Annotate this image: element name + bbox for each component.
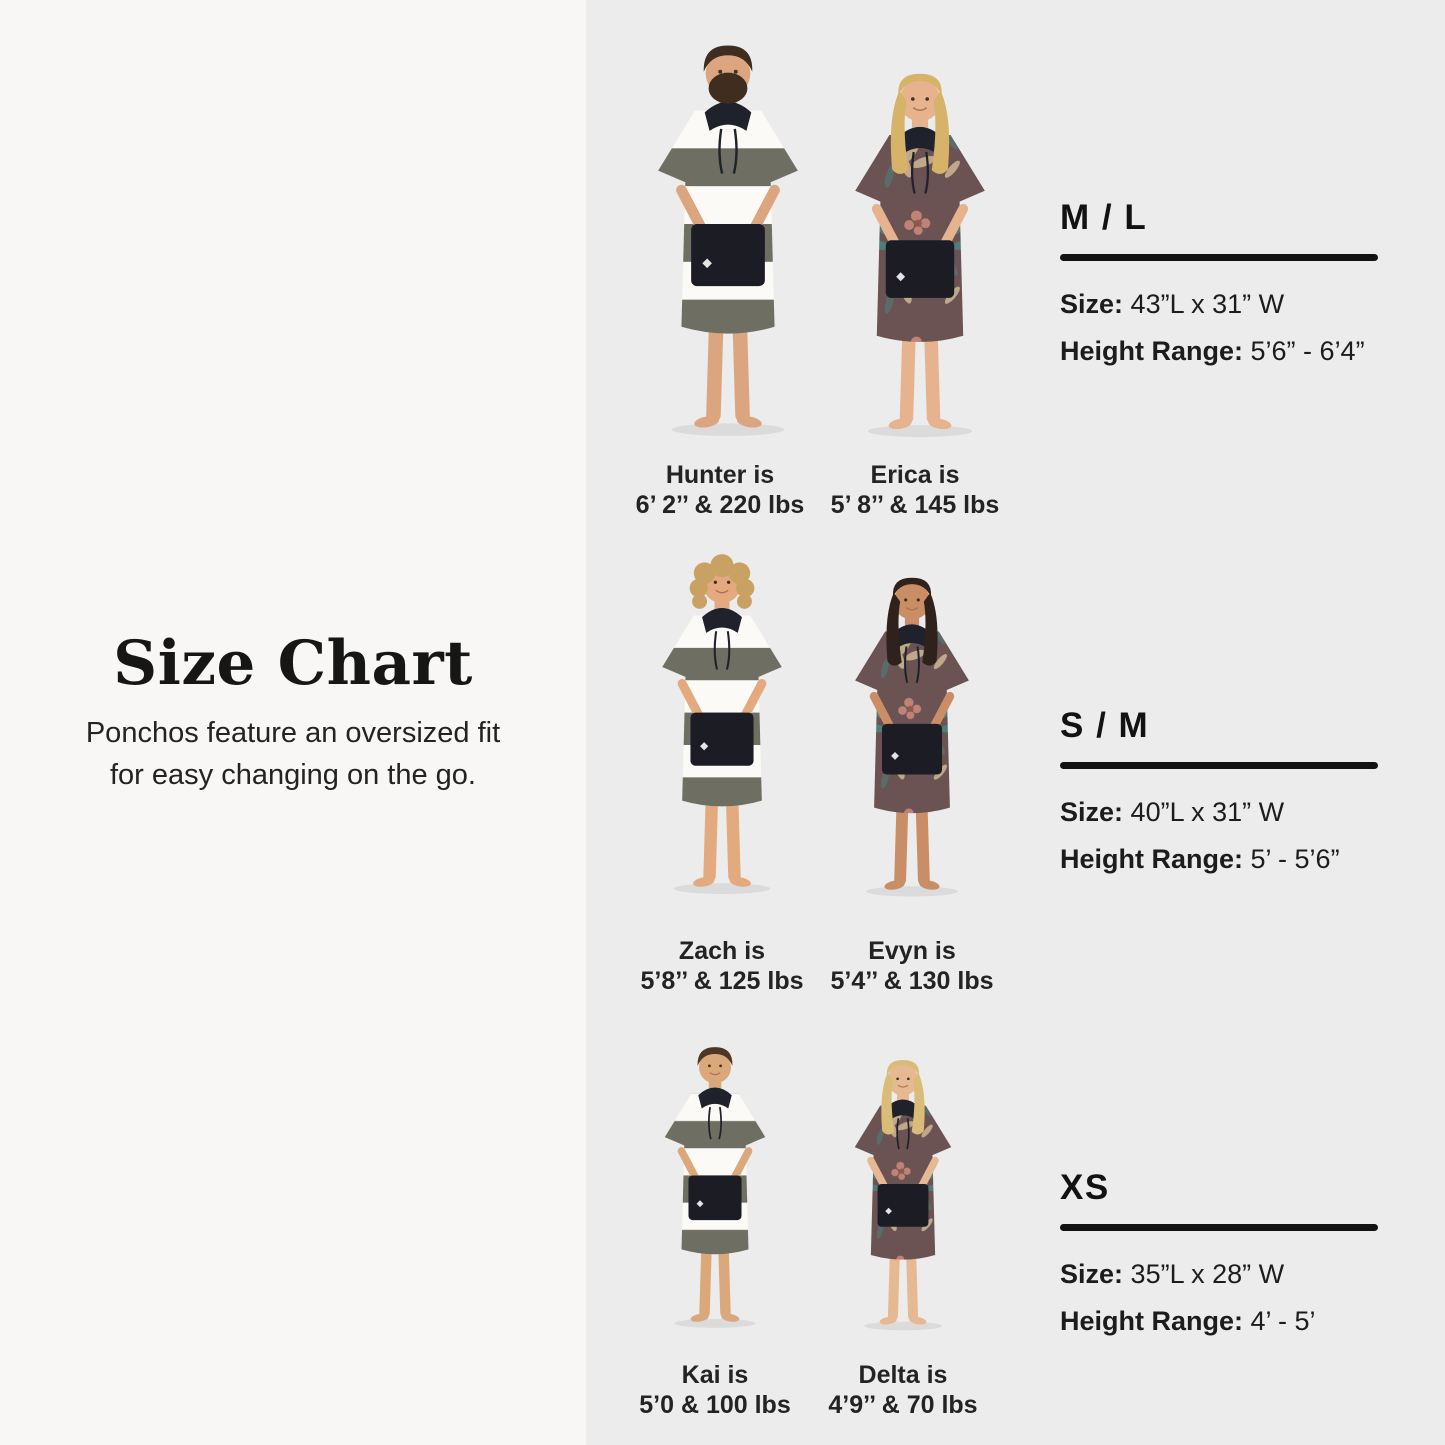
divider-line [1060,1224,1378,1231]
height-value: 5’ - 5’6” [1250,844,1340,874]
height-spec: Height Range: 5’ - 5’6” [1060,844,1380,874]
model-stats: 5’4’’ & 130 lbs [830,967,994,995]
size-prefix: Size: [1060,289,1124,319]
model-stats: 5’0 & 100 lbs [639,1391,791,1419]
size-label: XS [1060,1168,1110,1207]
size-value: 43”L x 31” W [1130,289,1285,319]
caption-hunter: Hunter is 6’ 2’’ & 220 lbs [602,460,838,520]
model-stats: 4’9’’ & 70 lbs [828,1391,978,1419]
size-value: 40”L x 31” W [1130,797,1285,827]
model-name: Kai is [681,1361,749,1389]
size-label: S / M [1060,706,1150,745]
height-prefix: Height Range: [1060,844,1244,874]
height-spec: Height Range: 5’6” - 6’4” [1060,336,1380,366]
caption-erica: Erica is 5’ 8’’ & 145 lbs [797,460,1033,520]
size-prefix: Size: [1060,1259,1124,1289]
model-stats: 5’8’’ & 125 lbs [640,967,804,995]
page-subtitle: Ponchos feature an oversized fit for eas… [0,712,586,796]
size-label: M / L [1060,198,1148,237]
model-photo-zach [639,548,805,906]
size-section-sm: S / M Size: 40”L x 31” W Height Range: 5… [1060,706,1380,874]
model-name: Erica is [870,461,960,489]
size-section-xs: XS Size: 35”L x 28” W Height Range: 4’ -… [1060,1168,1380,1336]
model-name: Evyn is [868,937,956,965]
model-name: Zach is [678,937,766,965]
height-value: 5’6” - 6’4” [1250,336,1365,366]
size-prefix: Size: [1060,797,1124,827]
size-spec: Size: 40”L x 31” W [1060,797,1380,827]
subtitle-line-2: for easy changing on the go. [110,759,476,791]
model-photo-erica [830,62,1010,450]
caption-kai: Kai is 5’0 & 100 lbs [597,1360,833,1420]
size-spec: Size: 43”L x 31” W [1060,289,1380,319]
model-photo-evyn [833,568,991,908]
caption-evyn: Evyn is 5’4’’ & 130 lbs [794,936,1030,996]
model-photo-hunter [631,32,825,450]
page-title: Size Chart [113,628,473,699]
subtitle-line-1: Ponchos feature an oversized fit [85,717,501,749]
height-prefix: Height Range: [1060,336,1244,366]
model-name: Delta is [858,1361,948,1389]
intro-text-block: Size Chart Ponchos feature an oversized … [0,628,586,796]
size-spec: Size: 35”L x 28” W [1060,1259,1380,1289]
model-stats: 6’ 2’’ & 220 lbs [635,491,805,519]
divider-line [1060,254,1378,261]
model-photo-delta [836,1052,970,1340]
divider-line [1060,762,1378,769]
model-stats: 5’ 8’’ & 145 lbs [830,491,1000,519]
caption-delta: Delta is 4’9’’ & 70 lbs [785,1360,1021,1420]
intro-panel [0,0,586,1445]
model-name: Hunter is [665,461,775,489]
height-value: 4’ - 5’ [1250,1306,1316,1336]
height-prefix: Height Range: [1060,1306,1244,1336]
caption-zach: Zach is 5’8’’ & 125 lbs [604,936,840,996]
model-photo-kai [645,1038,785,1338]
height-spec: Height Range: 4’ - 5’ [1060,1306,1380,1336]
size-section-ml: M / L Size: 43”L x 31” W Height Range: 5… [1060,198,1380,366]
size-value: 35”L x 28” W [1130,1259,1285,1289]
